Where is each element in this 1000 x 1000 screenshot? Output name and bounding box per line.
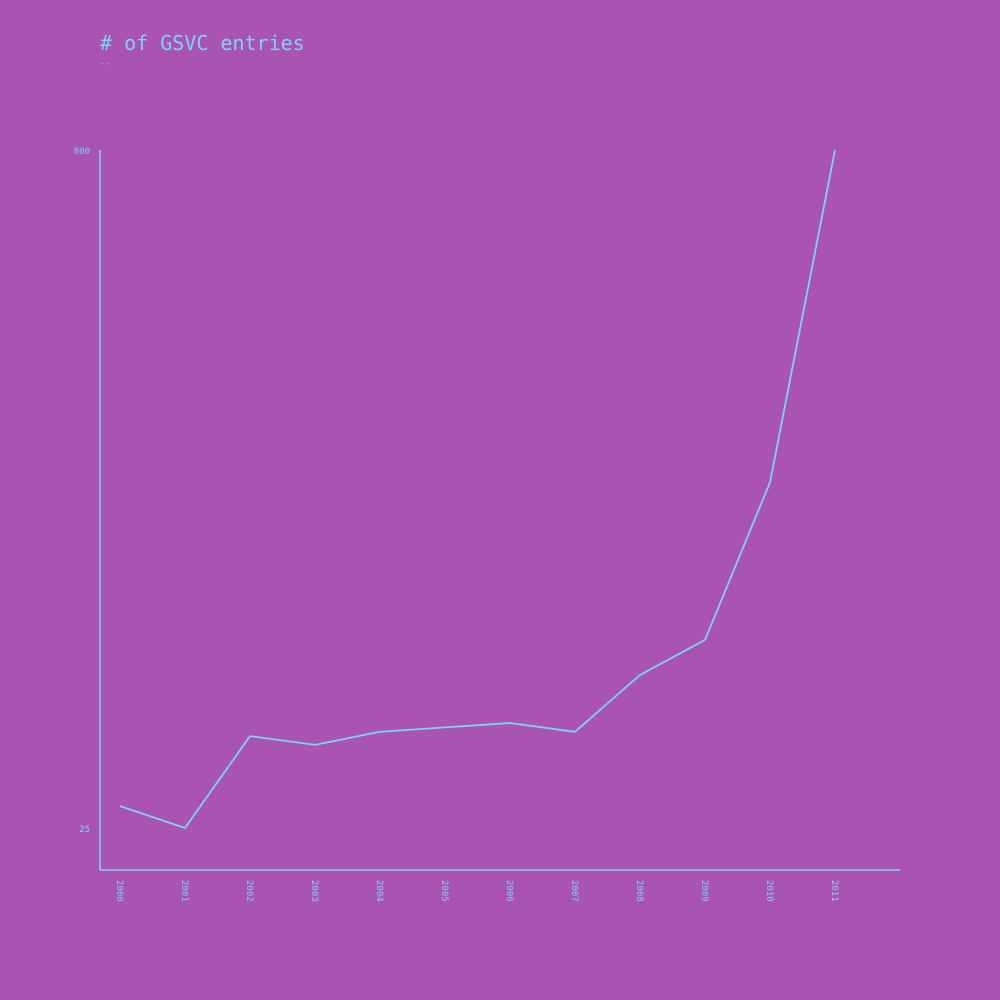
chart-title: # of GSVC entries xyxy=(100,31,305,55)
x-tick-label: 2006 xyxy=(504,880,514,902)
x-tick-label: 2010 xyxy=(764,880,774,902)
x-tick-label: 2011 xyxy=(829,880,839,902)
x-tick-label: 2007 xyxy=(569,880,579,902)
y-tick-label-min: 25 xyxy=(79,825,90,835)
x-tick-label: 2005 xyxy=(439,880,449,902)
x-tick-label: 2001 xyxy=(179,880,189,902)
x-tick-label: 2002 xyxy=(244,880,254,902)
x-tick-label: 2009 xyxy=(699,880,709,902)
chart-subtitle: -- xyxy=(100,59,110,68)
y-tick-label-max: 800 xyxy=(74,147,90,157)
x-tick-label: 2008 xyxy=(634,880,644,902)
x-tick-label: 2004 xyxy=(374,880,384,902)
x-tick-label: 2003 xyxy=(309,880,319,902)
x-tick-labels: 2000 2001 2002 2003 2004 2005 2006 2007 2008 2009… xyxy=(114,880,839,902)
x-tick-label: 2000 xyxy=(114,880,124,902)
series-line xyxy=(119,149,836,829)
